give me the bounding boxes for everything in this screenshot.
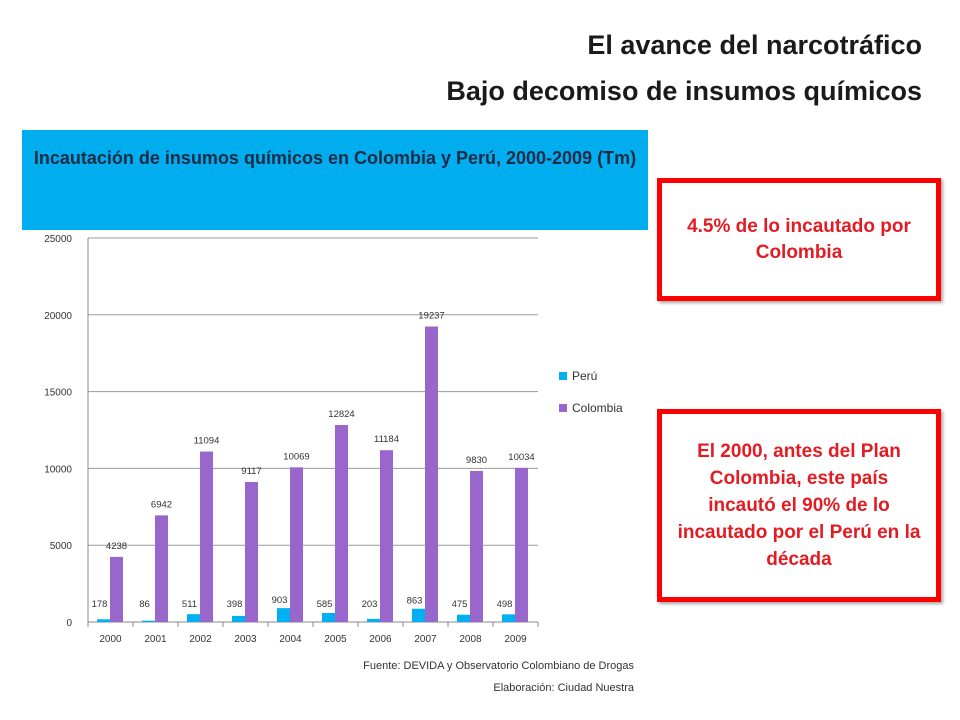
data-label: 4238 [106, 541, 127, 552]
legend-label: Colombia [572, 401, 623, 415]
bar-peru [457, 614, 470, 622]
data-label: 9830 [466, 455, 487, 466]
data-label: 903 [272, 595, 288, 606]
bar-colombia [335, 425, 348, 622]
x-tick-label: 2007 [414, 634, 437, 645]
bar-peru [412, 608, 425, 622]
bar-peru [187, 614, 200, 622]
slide-title: El avance del narcotráfico [587, 30, 922, 60]
callout-plan-colombia: El 2000, antes del Plan Colombia, este p… [657, 409, 941, 602]
data-label: 86 [139, 599, 150, 610]
data-label: 9117 [241, 466, 261, 477]
y-tick-label: 25000 [44, 234, 72, 245]
data-label: 203 [362, 599, 378, 610]
legend-swatch [559, 372, 567, 380]
x-tick-label: 2006 [369, 634, 392, 645]
legend-swatch [559, 404, 567, 412]
x-tick-label: 2004 [279, 634, 302, 645]
callout-text: 4.5% de lo incautado por Colombia [687, 215, 911, 263]
bar-colombia [110, 556, 123, 622]
bar-peru [232, 615, 245, 622]
y-tick-label: 5000 [50, 541, 73, 552]
x-tick-label: 2002 [189, 634, 212, 645]
data-label: 398 [227, 599, 243, 610]
data-label: 10069 [283, 451, 309, 462]
chart-title: Incautación de insumos químicos en Colom… [33, 148, 637, 168]
data-label: 12824 [328, 409, 354, 420]
x-tick-label: 2005 [324, 634, 347, 645]
data-label: 178 [92, 599, 108, 610]
x-tick-label: 2009 [504, 634, 527, 645]
bar-colombia [155, 515, 168, 622]
source-note: Fuente: DEVIDA y Observatorio Colombiano… [363, 660, 634, 672]
y-tick-label: 20000 [44, 311, 72, 322]
slide-subtitle: Bajo decomiso de insumos químicos [446, 76, 922, 106]
credit-note: Elaboración: Ciudad Nuestra [493, 682, 634, 694]
data-label: 511 [182, 599, 197, 610]
data-label: 475 [452, 599, 468, 610]
bar-colombia [290, 467, 303, 622]
chart-header: Incautación de insumos químicos en Colom… [22, 130, 648, 230]
bar-colombia [515, 467, 528, 622]
data-label: 863 [407, 596, 423, 607]
bar-colombia [470, 471, 483, 622]
bar-colombia [425, 326, 438, 622]
x-tick-label: 2008 [459, 634, 482, 645]
bar-peru [322, 613, 335, 622]
data-label: 19237 [418, 311, 444, 322]
bar-peru [142, 620, 155, 622]
y-tick-label: 15000 [44, 388, 72, 399]
y-tick-label: 0 [66, 618, 72, 629]
bar-peru [97, 619, 110, 622]
callout-text: El 2000, antes del Plan Colombia, este p… [677, 441, 921, 570]
data-label: 585 [317, 599, 333, 610]
bar-colombia [245, 481, 258, 622]
x-tick-label: 2003 [234, 634, 257, 645]
data-label: 498 [497, 599, 513, 610]
legend-label: Perú [572, 369, 597, 383]
x-tick-label: 2001 [144, 634, 167, 645]
bar-peru [502, 614, 515, 622]
bar-colombia [380, 450, 393, 622]
data-label: 11094 [194, 436, 220, 447]
data-label: 6942 [151, 499, 172, 510]
data-label: 11184 [374, 434, 399, 445]
bar-peru [367, 618, 380, 622]
bar-peru [277, 608, 290, 622]
bar-chart: 0 5000 10000 15000 20000 25000 178 4238 2000 86 69… [44, 234, 623, 645]
y-tick-label: 10000 [44, 464, 72, 475]
callout-colombia-share: 4.5% de lo incautado por Colombia [657, 178, 941, 301]
data-label: 10034 [508, 452, 534, 463]
x-tick-label: 2000 [99, 634, 122, 645]
bar-colombia [200, 451, 213, 622]
